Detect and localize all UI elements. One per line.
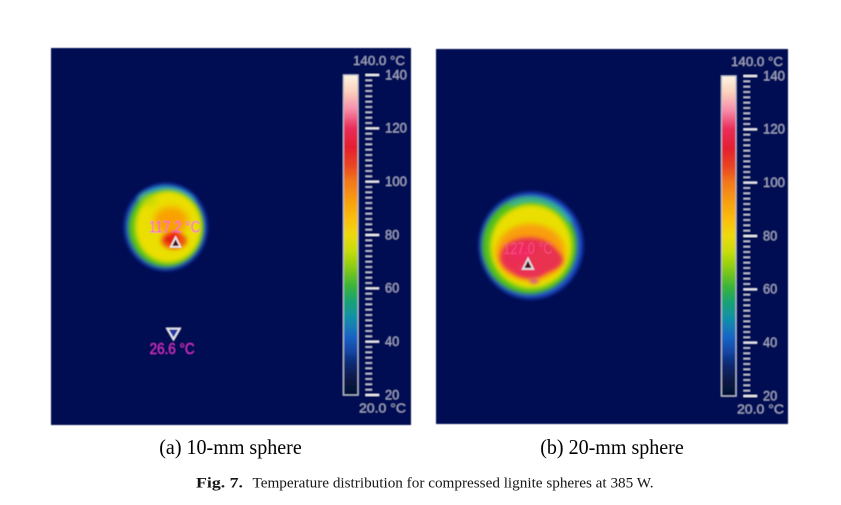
svg-text:100: 100 [763, 175, 785, 190]
svg-text:40: 40 [763, 335, 777, 350]
svg-text:(a) 10-mm sphere: (a) 10-mm sphere [159, 435, 302, 459]
svg-text:60: 60 [385, 281, 399, 296]
svg-text:20: 20 [763, 388, 777, 403]
svg-text:20: 20 [385, 387, 399, 402]
svg-text:40: 40 [385, 334, 399, 349]
svg-text:26.6 °C: 26.6 °C [150, 341, 195, 358]
svg-text:100: 100 [385, 174, 407, 189]
svg-text:(b) 20-mm sphere: (b) 20-mm sphere [540, 435, 684, 459]
svg-text:80: 80 [385, 227, 399, 242]
svg-text:60: 60 [763, 282, 777, 297]
svg-text:140.0 °C: 140.0 °C [353, 54, 405, 68]
svg-text:140: 140 [763, 68, 785, 83]
svg-text:120: 120 [385, 121, 407, 136]
svg-text:127.0 °C: 127.0 °C [503, 240, 552, 258]
svg-text:140.0 °C: 140.0 °C [731, 55, 783, 69]
svg-text:117.2 °C: 117.2 °C [149, 218, 201, 236]
svg-text:140: 140 [385, 67, 407, 82]
svg-text:Temperature distribution for c: Temperature distribution for compressed … [253, 475, 654, 492]
svg-text:20.0 °C: 20.0 °C [737, 403, 784, 417]
svg-text:80: 80 [763, 228, 777, 243]
svg-text:Fig. 7.: Fig. 7. [196, 475, 243, 492]
svg-text:20.0 °C: 20.0 °C [359, 402, 406, 416]
svg-text:120: 120 [763, 122, 785, 137]
